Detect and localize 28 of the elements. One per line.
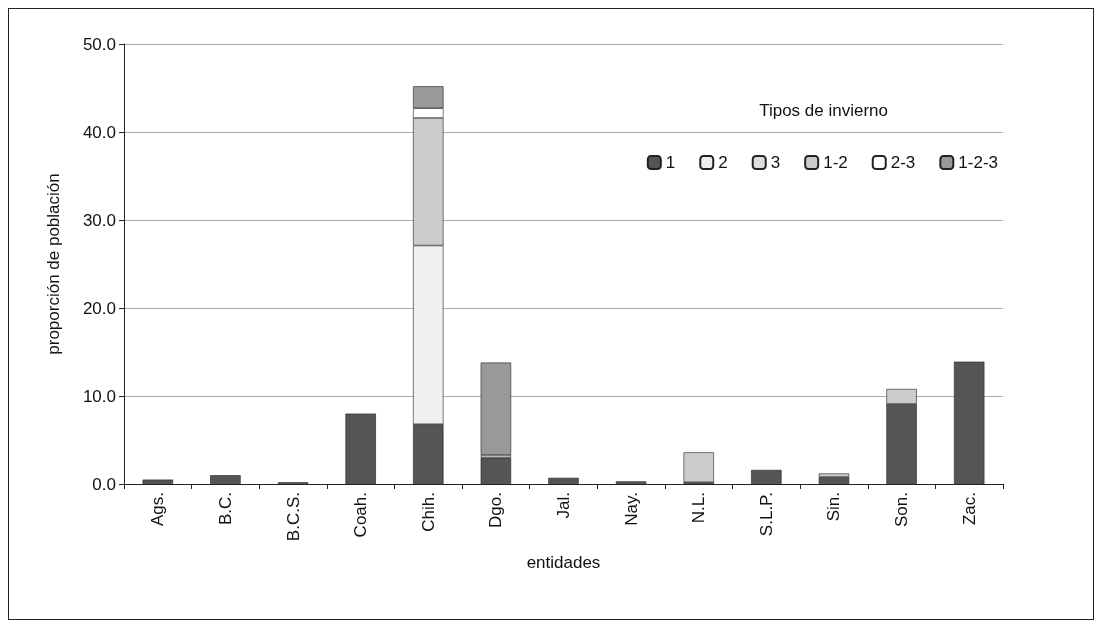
- x-tick-label: Jal.: [554, 492, 573, 519]
- x-tick-label: Ags.: [148, 492, 168, 527]
- x-tick-label: N.L.: [689, 492, 709, 524]
- legend-label: 1-2-3: [958, 153, 998, 172]
- legend-label: 1: [665, 153, 676, 172]
- x-axis-title: entidades: [526, 553, 601, 572]
- y-tick-label: 40.0: [82, 122, 116, 142]
- y-tick-label: 20.0: [82, 298, 116, 318]
- x-tick-label: B.C.S.: [283, 492, 303, 542]
- x-tick-label: Sin.: [824, 492, 844, 522]
- legend-title: Tipos de invierno: [759, 101, 888, 120]
- x-tick-label: Dgo.: [486, 492, 506, 528]
- y-tick-label: 50.0: [82, 34, 116, 54]
- x-tick-label: Zac.: [959, 492, 979, 526]
- y-tick-label: 10.0: [82, 386, 116, 406]
- legend-label: 3: [770, 153, 781, 172]
- legend-label: 1-2: [823, 153, 848, 172]
- legend-label: 2: [718, 153, 728, 172]
- legend-label: 2-3: [890, 153, 916, 172]
- x-tick-label: S.L.P.: [756, 492, 776, 537]
- y-tick-label: 30.0: [82, 210, 116, 230]
- x-tick-label: Nay.: [621, 492, 641, 526]
- y-axis-title: proporción de población: [44, 173, 63, 355]
- x-tick-label: B.C.: [215, 492, 235, 526]
- x-tick-label: Son.: [892, 492, 912, 527]
- x-tick-label: Chih.: [418, 492, 438, 532]
- x-tick-label: Coah.: [351, 492, 371, 538]
- y-tick-label: 0.0: [92, 474, 116, 494]
